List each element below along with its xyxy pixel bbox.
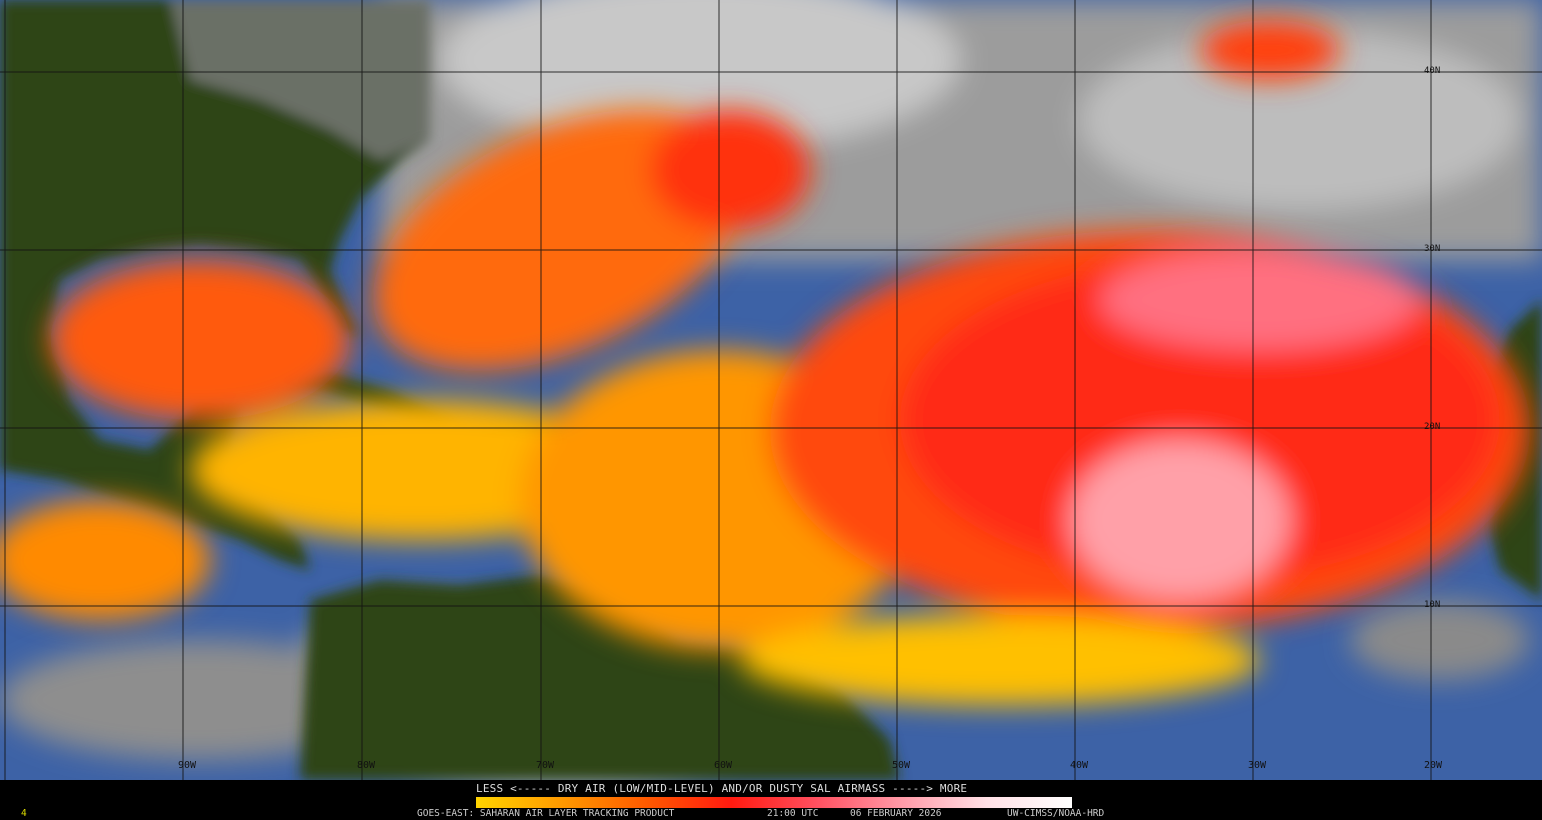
corner-number: 4 xyxy=(21,808,27,819)
time-stamp: 21:00 UTC xyxy=(767,808,819,819)
lat-label: 30N xyxy=(1424,244,1441,254)
north-america-gray xyxy=(170,0,430,160)
legend-colorbar xyxy=(476,797,1072,808)
credit: UW-CIMSS/NOAA-HRD xyxy=(1007,808,1105,819)
lat-label: 40N xyxy=(1424,66,1441,76)
lat-lon-grid xyxy=(0,0,1542,780)
south-america xyxy=(300,575,900,780)
lon-label: 80W xyxy=(357,760,376,771)
date-stamp: 06 FEBRUARY 2026 xyxy=(850,808,942,819)
legend-caption: LESS <----- DRY AIR (LOW/MID-LEVEL) AND/… xyxy=(476,782,968,795)
lon-label: 40W xyxy=(1070,760,1089,771)
lon-label: 30W xyxy=(1248,760,1267,771)
lon-label: 20W xyxy=(1424,760,1443,771)
sal-airmass xyxy=(0,20,1530,705)
lon-label: 50W xyxy=(892,760,911,771)
lat-label: 10N xyxy=(1424,600,1441,610)
north-america xyxy=(0,0,430,570)
product-title: GOES-EAST: SAHARAN AIR LAYER TRACKING PR… xyxy=(417,808,675,819)
lon-label: 90W xyxy=(178,760,197,771)
lon-label: 70W xyxy=(536,760,555,771)
lon-label: 60W xyxy=(714,760,733,771)
lat-label: 20N xyxy=(1424,422,1441,432)
satellite-map xyxy=(0,0,1542,780)
footer: 4 GOES-EAST: SAHARAN AIR LAYER TRACKING … xyxy=(12,808,1542,820)
